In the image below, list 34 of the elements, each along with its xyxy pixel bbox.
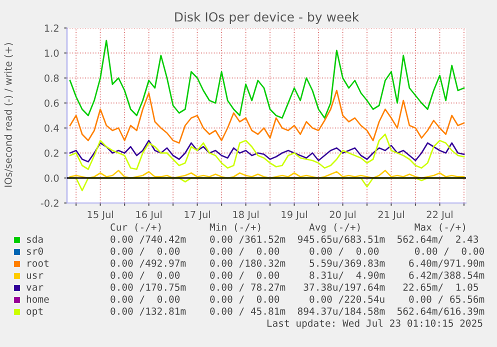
x-tick-label: 15 Jul xyxy=(88,210,114,220)
legend-label: home xyxy=(26,295,49,303)
text: 0.00 /492.97m 0.00 /180.32m 5.59u/369.83m 6.40m/971.90m xyxy=(110,259,484,268)
legend-label: usr xyxy=(26,273,44,279)
text: Cur (-/+) Min (-/+) Avg (-/+) Max (-/+) xyxy=(110,223,466,233)
x-tick-label: 17 Jul xyxy=(184,210,210,220)
x-tick-label: 19 Jul xyxy=(282,210,307,220)
text: Last update: Wed Jul 23 01:10:15 2025 xyxy=(267,319,482,329)
x-tick-label: 20 Jul xyxy=(330,210,356,220)
x-tick-label: 22 Jul xyxy=(426,210,452,220)
y-tick-label: 1.0 xyxy=(44,49,59,57)
legend-label: sda xyxy=(27,235,43,243)
legend-label: var xyxy=(26,285,44,291)
y-tick-label: 0.4 xyxy=(44,124,59,132)
text: 0.00 /740.42m 0.00 /361.52m 945.65u/683.51m 562.64m/ 2.43 xyxy=(110,235,478,244)
text: 0.00 / 0.00 0.00 / 0.00 0.00 /220.54u 0.00 / 65.56m xyxy=(110,295,484,304)
y-tick-label: 0.6 xyxy=(44,99,59,107)
x-tick-label: 16 Jul xyxy=(136,210,162,220)
text: 0.00 / 0.00 0.00 / 0.00 8.31u/ 4.90m 6.42m/388.54m xyxy=(110,271,484,280)
y-tick-label: 0.2 xyxy=(44,149,58,157)
text: 0.00 / 0.00 0.00 / 0.00 0.00 / 0.00 0.00 / 0.00 xyxy=(110,247,484,256)
y-tick-label: 0.0 xyxy=(44,174,59,182)
y-tick-label: -0.2 xyxy=(40,199,58,207)
y-tick-label: 1.2 xyxy=(44,24,58,32)
x-tick-label: 21 Jul xyxy=(378,210,404,220)
text: 0.00 /132.81m 0.00 / 45.81m 894.37u/184.58m 562.64m/616.39m xyxy=(110,307,484,316)
chart-title: Disk IOs per device - by week xyxy=(175,12,360,24)
legend-label: root xyxy=(28,260,48,267)
x-tick-label: 18 Jul xyxy=(233,210,258,220)
legend-label: opt xyxy=(26,308,43,317)
y-tick-label: 0.8 xyxy=(44,74,59,82)
y-axis-title: IOs/second read (-) / write (+) xyxy=(4,43,13,187)
text: 0.00 /170.75m 0.00 / 78.27m 37.38u/197.64m 22.65m/ 1.05 xyxy=(110,283,478,292)
legend-label: sr0 xyxy=(27,247,43,255)
